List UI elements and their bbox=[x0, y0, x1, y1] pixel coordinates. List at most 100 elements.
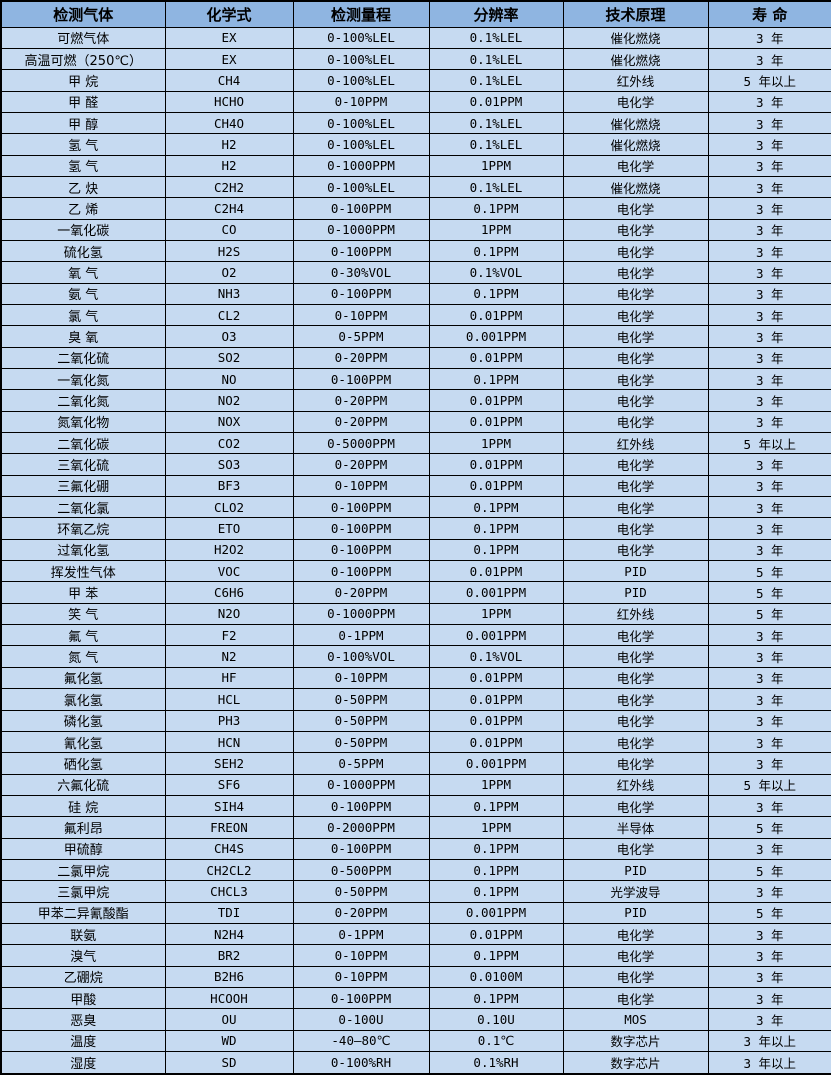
cell-technology-principle: 电化学 bbox=[562, 666, 709, 690]
cell-detection-range: 0-20PPM bbox=[292, 346, 430, 370]
cell-resolution: 0.01PPM bbox=[428, 730, 564, 754]
cell-technology-principle: 电化学 bbox=[562, 410, 709, 434]
cell-technology-principle: 电化学 bbox=[562, 624, 709, 647]
cell-gas-name: 甲苯二异氰酸酯 bbox=[0, 901, 166, 924]
cell-detection-range: 0-20PPM bbox=[292, 410, 430, 434]
cell-detection-range: 0-20PPM bbox=[292, 453, 430, 476]
cell-resolution: 0.1%LEL bbox=[428, 69, 564, 92]
cell-lifespan: 3 年 bbox=[707, 154, 831, 177]
table-row: 可燃气体 EX 0-100%LEL 0.1%LEL 催化燃烧 3 年 bbox=[0, 26, 831, 49]
cell-lifespan: 5 年 bbox=[707, 816, 831, 839]
cell-lifespan: 3 年 bbox=[707, 517, 831, 540]
cell-gas-name: 氨 气 bbox=[0, 282, 166, 305]
cell-detection-range: 0-1000PPM bbox=[292, 218, 430, 241]
cell-technology-principle: 数字芯片 bbox=[562, 1029, 709, 1053]
cell-chemical-formula: C2H2 bbox=[164, 175, 294, 199]
table-row: 温度 WD -40—80℃ 0.1℃ 数字芯片 3 年以上 bbox=[0, 1029, 831, 1053]
table-row: 过氧化氢 H2O2 0-100PPM 0.1PPM 电化学 3 年 bbox=[0, 538, 831, 562]
cell-technology-principle: 电化学 bbox=[562, 303, 709, 327]
cell-detection-range: 0-10PPM bbox=[292, 474, 430, 498]
cell-chemical-formula: CL2 bbox=[164, 303, 294, 327]
cell-resolution: 1PPM bbox=[428, 154, 564, 177]
table-row: 甲酸 HCOOH 0-100PPM 0.1PPM 电化学 3 年 bbox=[0, 986, 831, 1010]
cell-gas-name: 二氧化氮 bbox=[0, 389, 166, 412]
cell-chemical-formula: HF bbox=[164, 666, 294, 690]
table-row: 挥发性气体 VOC 0-100PPM 0.01PPM PID 5 年 bbox=[0, 560, 831, 583]
cell-technology-principle: PID bbox=[562, 560, 709, 583]
cell-gas-name: 氮氧化物 bbox=[0, 410, 166, 434]
cell-gas-name: 氰化氢 bbox=[0, 730, 166, 754]
table-row: 氧 气 O2 0-30%VOL 0.1%VOL 电化学 3 年 bbox=[0, 261, 831, 284]
cell-resolution: 1PPM bbox=[428, 816, 564, 839]
cell-lifespan: 3 年 bbox=[707, 197, 831, 220]
cell-resolution: 0.1PPM bbox=[428, 794, 564, 818]
table-row: 甲 醛 HCHO 0-10PPM 0.01PPM 电化学 3 年 bbox=[0, 90, 831, 113]
column-header-5: 寿 命 bbox=[707, 0, 831, 28]
cell-detection-range: 0-10PPM bbox=[292, 944, 430, 967]
cell-technology-principle: 催化燃烧 bbox=[562, 26, 709, 49]
table-row: 二氯甲烷 CH2CL2 0-500PPM 0.1PPM PID 5 年 bbox=[0, 858, 831, 882]
cell-resolution: 0.1℃ bbox=[428, 1029, 564, 1053]
cell-gas-name: 二氧化碳 bbox=[0, 432, 166, 455]
cell-resolution: 0.01PPM bbox=[428, 474, 564, 498]
cell-lifespan: 3 年 bbox=[707, 239, 831, 263]
cell-gas-name: 甲 醛 bbox=[0, 90, 166, 113]
table-row: 臭 氧 O3 0-5PPM 0.001PPM 电化学 3 年 bbox=[0, 325, 831, 348]
cell-chemical-formula: H2S bbox=[164, 239, 294, 263]
cell-lifespan: 3 年 bbox=[707, 645, 831, 668]
cell-technology-principle: 电化学 bbox=[562, 90, 709, 113]
table-row: 氢 气 H2 0-1000PPM 1PPM 电化学 3 年 bbox=[0, 154, 831, 177]
cell-resolution: 1PPM bbox=[428, 218, 564, 241]
column-header-2: 检测量程 bbox=[292, 0, 430, 28]
cell-gas-name: 恶臭 bbox=[0, 1008, 166, 1031]
cell-technology-principle: 红外线 bbox=[562, 432, 709, 455]
table-row: 一氧化碳 CO 0-1000PPM 1PPM 电化学 3 年 bbox=[0, 218, 831, 241]
table-row: 甲 苯 C6H6 0-20PPM 0.001PPM PID 5 年 bbox=[0, 581, 831, 604]
cell-detection-range: 0-1000PPM bbox=[292, 773, 430, 796]
cell-detection-range: 0-5000PPM bbox=[292, 432, 430, 455]
table-body: 可燃气体 EX 0-100%LEL 0.1%LEL 催化燃烧 3 年高温可燃（250℃） E… bbox=[0, 26, 831, 1075]
cell-lifespan: 3 年 bbox=[707, 218, 831, 241]
table-row: 乙 炔 C2H2 0-100%LEL 0.1%LEL 催化燃烧 3 年 bbox=[0, 175, 831, 199]
cell-gas-name: 三氟化硼 bbox=[0, 474, 166, 498]
cell-lifespan: 3 年 bbox=[707, 965, 831, 988]
cell-chemical-formula: SO2 bbox=[164, 346, 294, 370]
cell-chemical-formula: H2 bbox=[164, 133, 294, 156]
cell-gas-name: 一氧化氮 bbox=[0, 367, 166, 391]
cell-technology-principle: 电化学 bbox=[562, 239, 709, 263]
cell-gas-name: 氟化氢 bbox=[0, 666, 166, 690]
cell-resolution: 0.1%LEL bbox=[428, 133, 564, 156]
cell-detection-range: 0-100PPM bbox=[292, 560, 430, 583]
cell-chemical-formula: N2O bbox=[164, 602, 294, 626]
cell-resolution: 0.1%VOL bbox=[428, 645, 564, 668]
cell-technology-principle: 半导体 bbox=[562, 816, 709, 839]
cell-technology-principle: 光学波导 bbox=[562, 880, 709, 903]
cell-gas-name: 氢 气 bbox=[0, 154, 166, 177]
cell-gas-name: 氢 气 bbox=[0, 133, 166, 156]
cell-gas-name: 甲硫醇 bbox=[0, 837, 166, 860]
cell-chemical-formula: F2 bbox=[164, 624, 294, 647]
cell-gas-name: 硅 烷 bbox=[0, 794, 166, 818]
table-row: 氢 气 H2 0-100%LEL 0.1%LEL 催化燃烧 3 年 bbox=[0, 133, 831, 156]
cell-resolution: 0.1%LEL bbox=[428, 175, 564, 199]
cell-detection-range: 0-100PPM bbox=[292, 282, 430, 305]
cell-resolution: 1PPM bbox=[428, 602, 564, 626]
cell-detection-range: 0-50PPM bbox=[292, 880, 430, 903]
cell-technology-principle: 电化学 bbox=[562, 389, 709, 412]
cell-gas-name: 硒化氢 bbox=[0, 752, 166, 775]
cell-technology-principle: 催化燃烧 bbox=[562, 133, 709, 156]
cell-detection-range: 0-1000PPM bbox=[292, 154, 430, 177]
cell-chemical-formula: CH4O bbox=[164, 111, 294, 135]
cell-lifespan: 3 年 bbox=[707, 794, 831, 818]
cell-gas-name: 二氯甲烷 bbox=[0, 858, 166, 882]
cell-gas-name: 三氧化硫 bbox=[0, 453, 166, 476]
cell-technology-principle: 电化学 bbox=[562, 645, 709, 668]
table-row: 乙 烯 C2H4 0-100PPM 0.1PPM 电化学 3 年 bbox=[0, 197, 831, 220]
cell-lifespan: 3 年 bbox=[707, 90, 831, 113]
cell-lifespan: 3 年 bbox=[707, 880, 831, 903]
cell-resolution: 0.1PPM bbox=[428, 858, 564, 882]
table-row: 氟 气 F2 0-1PPM 0.001PPM 电化学 3 年 bbox=[0, 624, 831, 647]
cell-gas-name: 乙 烯 bbox=[0, 197, 166, 220]
cell-lifespan: 3 年 bbox=[707, 111, 831, 135]
cell-resolution: 0.001PPM bbox=[428, 752, 564, 775]
